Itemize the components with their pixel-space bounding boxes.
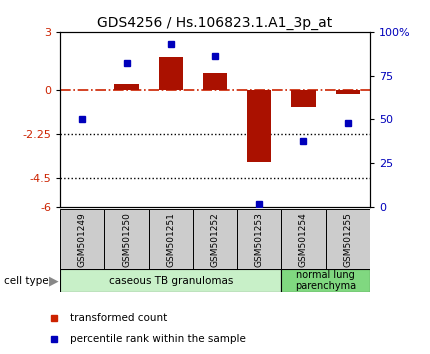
Bar — [281, 269, 370, 292]
Text: GSM501253: GSM501253 — [255, 212, 264, 267]
Bar — [159, 57, 183, 90]
Bar — [247, 90, 271, 162]
Bar — [60, 209, 104, 278]
Text: GSM501255: GSM501255 — [343, 212, 352, 267]
Text: cell type: cell type — [4, 275, 49, 286]
Text: GSM501249: GSM501249 — [78, 212, 87, 267]
Bar — [193, 209, 237, 278]
Bar — [114, 84, 139, 90]
Bar — [335, 90, 360, 94]
Text: ▶: ▶ — [49, 274, 59, 287]
Text: GSM501254: GSM501254 — [299, 212, 308, 267]
Text: percentile rank within the sample: percentile rank within the sample — [70, 334, 246, 344]
Text: GSM501252: GSM501252 — [211, 212, 219, 267]
Bar — [104, 209, 149, 278]
Bar — [149, 209, 193, 278]
Text: normal lung
parenchyma: normal lung parenchyma — [295, 270, 356, 291]
Text: caseous TB granulomas: caseous TB granulomas — [109, 275, 233, 286]
Text: GSM501250: GSM501250 — [122, 212, 131, 267]
Bar — [203, 73, 227, 90]
Bar — [237, 209, 281, 278]
Bar — [281, 209, 326, 278]
Bar — [60, 269, 281, 292]
Bar — [291, 90, 316, 107]
Text: transformed count: transformed count — [70, 313, 167, 323]
Text: GDS4256 / Hs.106823.1.A1_3p_at: GDS4256 / Hs.106823.1.A1_3p_at — [97, 16, 333, 30]
Text: GSM501251: GSM501251 — [166, 212, 175, 267]
Bar — [326, 209, 370, 278]
